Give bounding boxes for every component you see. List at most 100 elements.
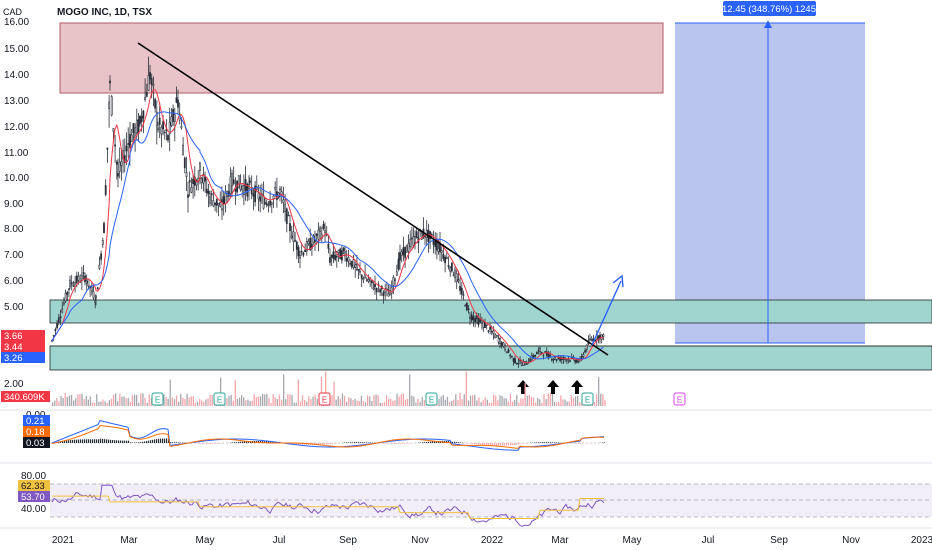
volume-bars	[52, 371, 606, 406]
macd-histogram-bar	[158, 438, 160, 443]
volume-bar	[474, 394, 476, 406]
candle-body	[449, 267, 452, 272]
volume-bar	[335, 399, 337, 406]
volume-bar	[537, 397, 539, 406]
candle-body	[554, 357, 556, 360]
macd-histogram-bar	[236, 442, 238, 443]
volume-bar	[572, 398, 575, 406]
macd-histogram-bar	[398, 443, 400, 444]
volume-bar	[339, 398, 341, 406]
macd-histogram-bar	[164, 438, 166, 443]
downtrend-line[interactable]	[137, 42, 609, 356]
candle-body	[254, 185, 257, 203]
candle-body	[110, 96, 113, 116]
candle-body	[494, 334, 497, 339]
volume-bar	[131, 395, 134, 406]
macd-signal-line	[51, 425, 605, 449]
volume-bar	[211, 395, 213, 406]
volume-bar	[272, 394, 274, 406]
ma1-price-badge-text: 3.44	[4, 342, 23, 353]
candle-body	[599, 334, 601, 340]
volume-bar	[448, 402, 451, 406]
candle-body	[480, 321, 483, 324]
volume-bar	[178, 401, 180, 406]
candle-body	[479, 319, 482, 322]
candle-body	[497, 338, 500, 343]
candle-body	[61, 308, 64, 313]
breakout-arrow-line[interactable]	[591, 280, 622, 346]
volume-bar	[266, 393, 268, 406]
macd-histogram-bar	[64, 440, 66, 443]
macd-histogram-bar	[328, 443, 330, 444]
volume-bar	[171, 397, 173, 406]
candle-body	[297, 247, 300, 257]
candle-body	[252, 193, 255, 197]
volume-bar	[469, 395, 472, 406]
candle-body	[314, 240, 316, 242]
rsi-ma-badge-text: 53.70	[21, 492, 45, 503]
volume-bar	[379, 402, 381, 406]
earnings-marker-box[interactable]	[151, 392, 164, 406]
volume-bar	[375, 394, 377, 406]
macd-histogram-bar	[260, 441, 262, 443]
volume-bar	[289, 394, 291, 406]
volume-bar	[566, 401, 568, 406]
macd-histogram-bar	[494, 443, 496, 446]
volume-bar	[411, 395, 413, 406]
macd-histogram-bar	[390, 443, 392, 444]
macd-histogram-bar	[300, 443, 302, 445]
volume-bar	[568, 401, 570, 406]
time-tick-label: 2023	[911, 535, 932, 546]
time-axis[interactable]: 2021 Mar May Jul Sep Nov 2022 Mar May Jul Sep Nov 20…	[52, 535, 932, 546]
earnings-marker-box[interactable]	[425, 392, 438, 406]
time-tick-label: Sep	[770, 535, 788, 546]
macd-badge	[23, 415, 50, 426]
candle-body	[292, 231, 295, 242]
candle-body	[360, 274, 363, 279]
volume-bar	[354, 399, 356, 406]
candle-body	[187, 194, 189, 198]
earnings-marker-box[interactable]	[581, 392, 594, 406]
candle-body	[464, 305, 467, 307]
macd-histogram-bar	[84, 439, 86, 443]
macd-histogram-bar	[208, 443, 210, 444]
macd-histogram-bar	[198, 443, 200, 444]
candle-body	[118, 161, 121, 172]
macd-histogram-bar	[98, 439, 100, 443]
earnings-marker-box[interactable]	[673, 392, 686, 406]
candle-body	[544, 351, 547, 353]
volume-bar	[83, 399, 85, 406]
macd-histogram-bar	[558, 442, 560, 443]
volume-bar	[203, 402, 205, 406]
candle-body	[550, 359, 553, 361]
macd-histogram-bar	[488, 443, 490, 446]
candle-body	[249, 180, 251, 183]
volume-bar	[602, 394, 604, 406]
macd-histogram-bar	[498, 443, 500, 446]
volume-bar	[209, 395, 211, 406]
symbol-title[interactable]: MOGO INC, 1D, TSX	[57, 7, 153, 18]
candle-body	[499, 338, 501, 344]
volume-bar	[522, 398, 524, 406]
volume-bar	[438, 398, 440, 406]
candle-body	[134, 127, 137, 139]
resistance-zone	[59, 22, 664, 94]
candle-body	[157, 127, 159, 131]
volume-bar	[346, 401, 348, 406]
candle-body	[549, 355, 552, 357]
candle-body	[163, 131, 166, 134]
candle-body	[69, 279, 71, 288]
volume-bar	[64, 393, 66, 406]
earnings-marker-box[interactable]	[318, 392, 331, 406]
macd-histogram-bar	[400, 443, 402, 444]
macd-histogram-bar	[150, 440, 152, 443]
volume-bar	[364, 402, 367, 406]
macd-histogram-bar	[522, 443, 524, 444]
candle-body	[515, 362, 518, 365]
candle-body	[103, 223, 105, 234]
macd-histogram-bar	[434, 441, 436, 443]
earnings-marker-box[interactable]	[213, 392, 226, 406]
candle-body	[193, 176, 196, 186]
rsi-ma-badge	[18, 491, 50, 502]
